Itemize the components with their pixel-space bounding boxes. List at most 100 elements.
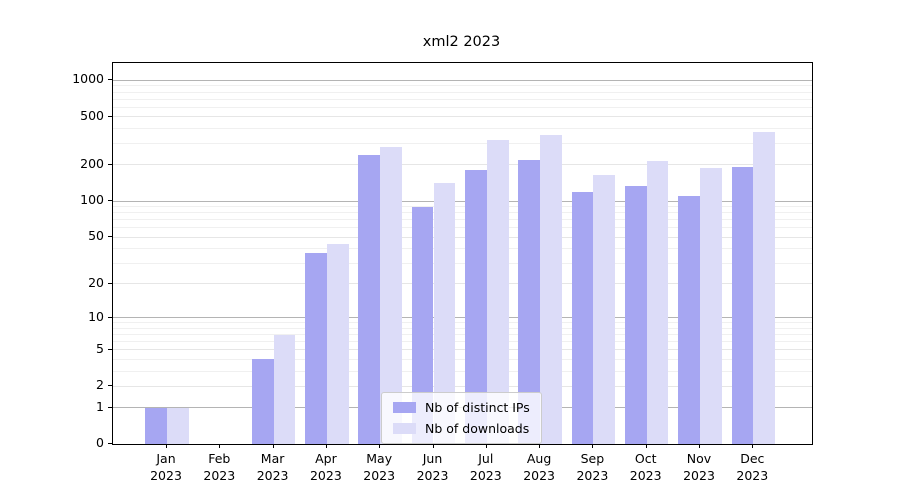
legend-swatch-distinct-ips (393, 402, 416, 413)
gridline-y-1000 (113, 79, 812, 81)
gridline-y-900 (113, 85, 812, 87)
x-tick-mark-12 (752, 444, 754, 448)
bar-distinct-ips-aug-2023 (518, 160, 541, 444)
x-tick-label-sep-2023: Sep 2023 (576, 451, 609, 483)
gridline-y-4 (113, 358, 812, 360)
x-tick-mark-1 (166, 444, 167, 448)
x-tick-mark-11 (699, 444, 700, 448)
gridline-y-90 (113, 206, 812, 208)
x-tick-mark-7 (485, 444, 487, 448)
bar-downloads-aug-2023 (540, 135, 562, 444)
bar-downloads-jun-2023 (433, 183, 456, 444)
gridline-y-3 (113, 370, 812, 372)
x-tick-label-jul-2023: Jul 2023 (469, 451, 502, 483)
bar-downloads-sep-2023 (593, 175, 616, 444)
gridline-y-600 (113, 106, 812, 108)
bar-distinct-ips-jun-2023 (411, 207, 434, 444)
gridline-y-200 (113, 164, 812, 166)
bar-downloads-dec-2023 (753, 132, 776, 444)
y-tick-label-500: 500 (80, 107, 104, 123)
bar-downloads-oct-2023 (646, 160, 669, 444)
y-tick-label-2: 2 (96, 377, 104, 393)
legend-item-downloads: Nb of downloads (393, 422, 530, 435)
y-tick-mark-5 (108, 348, 112, 350)
y-tick-label-200: 200 (80, 155, 104, 171)
x-tick-label-nov-2023: Nov 2023 (683, 451, 715, 483)
x-tick-label-feb-2023: Feb 2023 (203, 451, 236, 483)
bar-distinct-ips-oct-2023 (624, 185, 647, 444)
x-tick-label-mar-2023: Mar 2023 (256, 451, 289, 483)
bar-distinct-ips-sep-2023 (571, 192, 594, 444)
bar-downloads-apr-2023 (326, 243, 349, 444)
gridline-y-40 (113, 248, 812, 250)
y-tick-mark-100 (108, 200, 112, 202)
plot-area: Nb of distinct IPs Nb of downloads (112, 62, 813, 445)
bar-downloads-may-2023 (380, 147, 402, 444)
gridline-y-9 (113, 322, 812, 324)
x-tick-mark-8 (539, 444, 541, 448)
y-tick-label-50: 50 (88, 228, 104, 244)
bar-distinct-ips-jan-2023 (145, 407, 167, 444)
gridline-y-6 (113, 341, 812, 343)
bar-distinct-ips-nov-2023 (678, 195, 700, 444)
x-tick-mark-3 (272, 444, 274, 448)
x-tick-label-oct-2023: Oct 2023 (629, 451, 662, 483)
legend-label-distinct-ips: Nb of distinct IPs (425, 400, 530, 415)
x-tick-mark-4 (325, 444, 327, 448)
y-tick-label-20: 20 (88, 274, 104, 290)
bar-downloads-jan-2023 (167, 407, 189, 444)
gridline-y-2 (113, 385, 812, 387)
bar-distinct-ips-may-2023 (358, 155, 381, 444)
gridline-y-100 (113, 200, 812, 202)
x-tick-label-jan-2023: Jan 2023 (150, 451, 182, 483)
gridline-y-700 (113, 98, 812, 100)
x-tick-mark-5 (379, 444, 381, 448)
x-tick-label-dec-2023: Dec 2023 (736, 451, 769, 483)
bar-downloads-nov-2023 (700, 168, 722, 444)
x-tick-label-aug-2023: Aug 2023 (523, 451, 555, 483)
y-tick-mark-0 (108, 443, 112, 444)
bar-downloads-jul-2023 (486, 140, 509, 444)
x-tick-label-apr-2023: Apr 2023 (309, 451, 342, 483)
bar-distinct-ips-apr-2023 (305, 252, 327, 444)
legend-label-downloads: Nb of downloads (425, 421, 530, 436)
gridline-y-5 (113, 349, 812, 351)
y-tick-label-10: 10 (88, 308, 104, 324)
gridline-y-80 (113, 212, 812, 214)
x-tick-label-jun-2023: Jun 2023 (416, 451, 449, 483)
gridline-y-10 (113, 317, 812, 319)
gridline-y-500 (113, 116, 812, 118)
y-tick-mark-1 (108, 406, 112, 408)
gridline-y-50 (113, 236, 812, 238)
x-tick-mark-6 (432, 444, 434, 448)
gridline-y-7 (113, 334, 812, 336)
y-tick-mark-10 (108, 316, 112, 318)
bar-distinct-ips-dec-2023 (731, 166, 754, 444)
legend: Nb of distinct IPs Nb of downloads (381, 392, 542, 444)
bar-distinct-ips-mar-2023 (251, 359, 274, 444)
legend-item-distinct-ips: Nb of distinct IPs (393, 401, 530, 414)
y-tick-label-5: 5 (96, 340, 104, 356)
gridline-y-800 (113, 91, 812, 93)
x-tick-label-may-2023: May 2023 (363, 451, 396, 483)
y-tick-label-1: 1 (96, 398, 104, 414)
y-tick-mark-20 (108, 282, 112, 284)
y-tick-label-0: 0 (96, 435, 104, 450)
y-tick-mark-200 (108, 163, 112, 165)
x-tick-mark-2 (219, 444, 221, 448)
chart-title: xml2 2023 (422, 34, 501, 50)
y-tick-mark-2 (108, 385, 112, 387)
gridline-y-8 (113, 327, 812, 329)
gridline-y-30 (113, 262, 812, 264)
y-tick-mark-1000 (108, 79, 112, 81)
y-tick-label-100: 100 (80, 192, 104, 208)
x-tick-mark-9 (592, 444, 594, 448)
y-tick-label-1000: 1000 (72, 71, 104, 87)
gridline-y-70 (113, 219, 812, 221)
y-tick-mark-500 (108, 115, 112, 117)
bar-downloads-mar-2023 (273, 334, 296, 444)
y-tick-mark-50 (108, 236, 112, 238)
gridline-y-400 (113, 127, 812, 129)
gridline-y-300 (113, 143, 812, 145)
gridline-y-20 (113, 283, 812, 285)
